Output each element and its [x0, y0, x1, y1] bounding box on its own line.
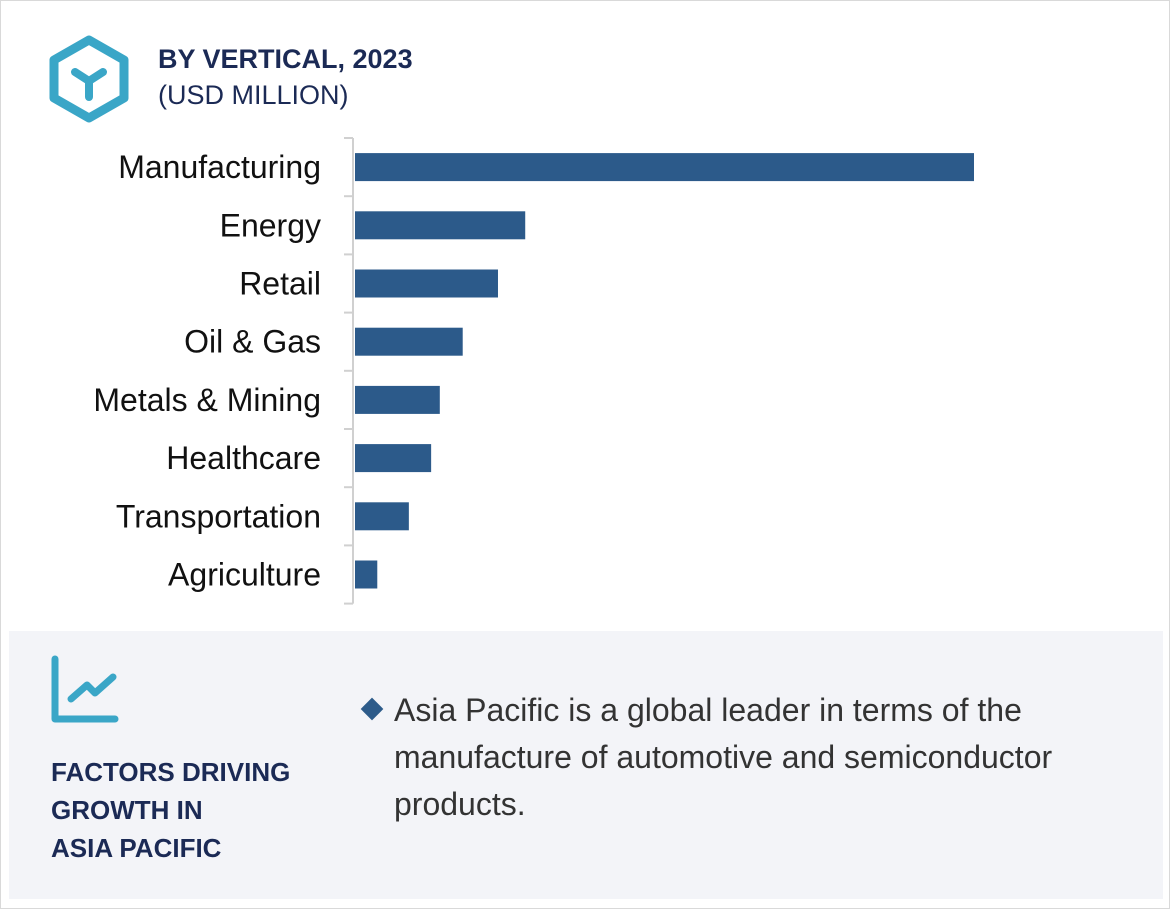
bar-manufacturing: [355, 153, 974, 182]
bullet-text: Asia Pacific is a global leader in terms…: [394, 692, 1053, 822]
bar-healthcare: [355, 444, 432, 473]
bar-agriculture: [355, 560, 378, 589]
category-label: Manufacturing: [118, 149, 321, 185]
factors-panel: FACTORS DRIVING GROWTH IN ASIA PACIFIC A…: [9, 631, 1163, 899]
title: BY VERTICAL, 2023: [158, 44, 413, 74]
category-label: Energy: [220, 207, 321, 243]
bar-retail: [355, 269, 498, 298]
category-label: Agriculture: [168, 557, 321, 593]
heading-line: FACTORS DRIVING: [51, 757, 291, 787]
chart-title: BY VERTICAL, 2023 (USD MILLION): [158, 41, 413, 113]
bar-oil-gas: [355, 327, 463, 356]
heading-line: GROWTH IN: [51, 795, 203, 825]
cube-icon: [49, 35, 129, 123]
bar-energy: [355, 211, 526, 240]
category-label: Transportation: [116, 498, 321, 534]
category-label: Healthcare: [166, 440, 321, 476]
bar-chart: Manufacturing Energy Retail Oil & Gas Metals…: [93, 137, 974, 605]
category-label: Oil & Gas: [184, 324, 321, 360]
category-label: Retail: [239, 266, 321, 302]
heading-line: ASIA PACIFIC: [51, 833, 222, 863]
category-label: Metals & Mining: [93, 382, 321, 418]
trend-line-chart-icon: [51, 655, 119, 723]
bar-metals-mining: [355, 385, 440, 414]
factors-heading: FACTORS DRIVING GROWTH IN ASIA PACIFIC: [51, 753, 331, 867]
bullet-item: Asia Pacific is a global leader in terms…: [359, 687, 1129, 828]
bar-transportation: [355, 502, 409, 531]
subtitle: (USD MILLION): [158, 80, 349, 110]
